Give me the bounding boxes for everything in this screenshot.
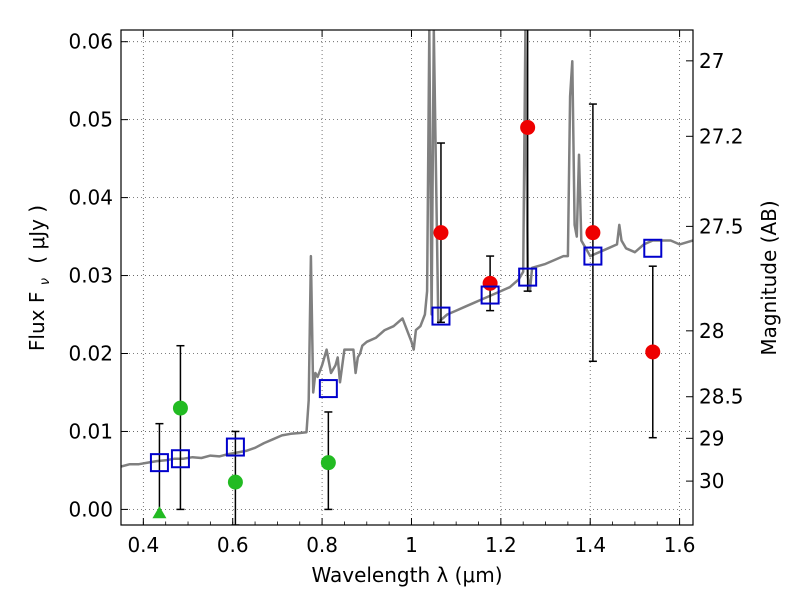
x-axis-label: Wavelength λ (μm)	[311, 563, 502, 587]
green-point-marker	[227, 474, 243, 490]
mag-tick-label: 28.5	[699, 385, 744, 409]
grid-lines	[121, 30, 693, 525]
y-tick-label: 0.00	[68, 497, 113, 521]
x-tick-label: 0.4	[127, 533, 159, 557]
x-tick-label: 1.6	[664, 533, 696, 557]
red-point-marker	[433, 225, 449, 241]
red-point-marker	[520, 119, 536, 135]
model-photometry-square	[149, 453, 169, 473]
x-tick-label: 1	[405, 533, 418, 557]
x-tick-label: 0.8	[306, 533, 338, 557]
y-axis-label-unit: ( μJy )	[25, 205, 49, 264]
x-tick-label: 1.4	[574, 533, 606, 557]
x-tick-label: 1.2	[485, 533, 517, 557]
y-axis-label-sub: ν	[38, 278, 53, 285]
mag-tick-label: 30	[699, 469, 724, 493]
y-tick-label: 0.02	[68, 342, 113, 366]
mag-tick-label: 27.5	[699, 214, 744, 238]
model-photometry-square	[480, 285, 500, 305]
red-point-marker	[482, 275, 498, 291]
model-photometry-square	[518, 267, 538, 287]
model-photometry-square	[170, 449, 190, 469]
mag-tick-label: 27	[699, 49, 724, 73]
y-tick-label: 0.01	[68, 419, 113, 443]
y-tick-label: 0.05	[68, 108, 113, 132]
model-sed-line	[121, 30, 693, 468]
plot-area	[121, 30, 693, 525]
model-photometry-square	[225, 437, 245, 457]
mag-tick-label: 28	[699, 319, 724, 343]
svg-text:Flux F ν ( μJy ): Flux F ν ( μJy )	[25, 205, 54, 351]
y-axis-label-right: Magnitude (AB)	[757, 200, 781, 355]
mag-tick-label: 27.2	[699, 124, 744, 148]
plot-frame	[120, 29, 694, 526]
green-point-marker	[320, 455, 336, 471]
green-upper-limit-marker	[152, 506, 167, 519]
axes: 0.4 0.6 0.8 1 1.2 1.4 1.6 0.00 0.01 0.02 0.03 0.04 0…	[68, 30, 743, 557]
red-point-marker	[585, 225, 601, 241]
y-tick-label: 0.03	[68, 264, 113, 288]
y-tick-label: 0.04	[68, 186, 113, 210]
y-axis-label-left: Flux F ν ( μJy )	[25, 205, 54, 351]
red-point-marker	[645, 344, 661, 360]
model-photometry-square	[318, 379, 338, 399]
y-axis-label-flux: Flux F	[25, 292, 49, 351]
green-point-marker	[172, 400, 188, 416]
y-tick-label: 0.06	[68, 30, 113, 54]
model-photometry-square	[643, 238, 663, 258]
model-photometry-square	[431, 306, 451, 326]
x-tick-label: 0.6	[217, 533, 249, 557]
mag-tick-label: 29	[699, 426, 724, 450]
model-photometry-square	[583, 246, 603, 266]
